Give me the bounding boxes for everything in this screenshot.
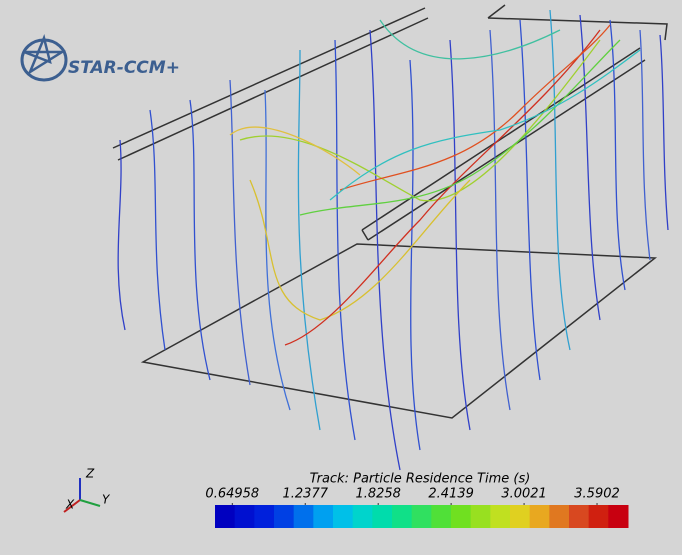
- colorbar-tick-label: 0.64958: [205, 487, 259, 502]
- colorbar-band: [412, 505, 432, 528]
- colorbar-tick-label: 1.2377: [283, 487, 329, 502]
- colorbar-band: [431, 505, 451, 528]
- colorbar-tick-label: 1.8258: [355, 487, 401, 502]
- colorbar-band: [608, 505, 628, 528]
- colorbar-band: [274, 505, 294, 528]
- colorbar-band: [215, 505, 235, 528]
- triad-x-label: X: [65, 498, 75, 512]
- colorbar-band: [471, 505, 491, 528]
- colorbar-band: [569, 505, 589, 528]
- colorbar-band: [490, 505, 510, 528]
- colorbar-tick-label: 2.4139: [428, 487, 474, 502]
- colorbar-band: [235, 505, 255, 528]
- viewport: STAR-CCM+ Z X: [0, 0, 682, 555]
- colorbar-band: [353, 505, 373, 528]
- colorbar-band: [254, 505, 274, 528]
- colorbar-band: [510, 505, 530, 528]
- colorbar-band: [313, 505, 333, 528]
- triad-z-label: Z: [85, 467, 95, 481]
- colorbar-band: [392, 505, 412, 528]
- colorbar-band: [451, 505, 471, 528]
- colorbar-tick-label: 3.0021: [501, 487, 547, 502]
- logo-text: STAR-CCM+: [68, 58, 180, 78]
- colorbar-tick-label: 3.5902: [574, 487, 620, 502]
- page: STAR-CCM+ Z X: [0, 0, 682, 555]
- colorbar-band: [549, 505, 569, 528]
- colorbar-band: [333, 505, 353, 528]
- colorbar-title: Track: Particle Residence Time (s): [310, 472, 531, 487]
- colorbar-band: [589, 505, 609, 528]
- colorbar-band: [294, 505, 314, 528]
- colorbar-band: [372, 505, 392, 528]
- colorbar-band: [530, 505, 550, 528]
